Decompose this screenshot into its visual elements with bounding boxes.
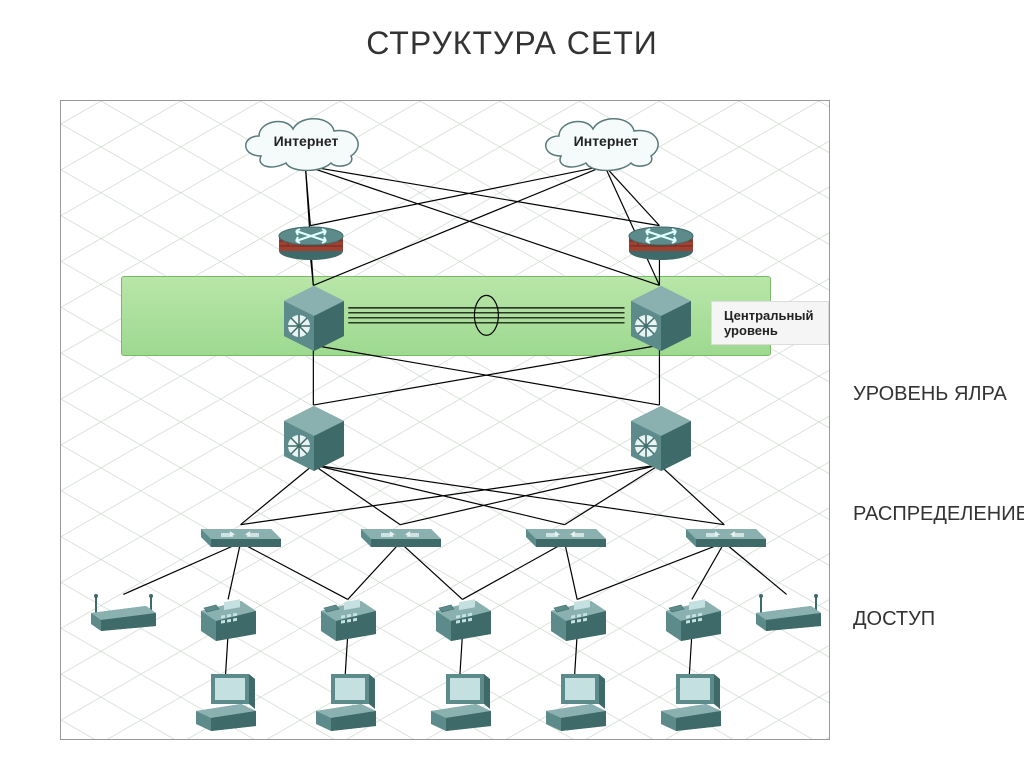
connection-lines: [61, 101, 829, 739]
accesspoint-icon: [751, 591, 826, 631]
l3switch-icon: [621, 281, 701, 351]
level-label-core: УРОВЕНЬ ЯЛРА: [845, 380, 1015, 409]
switch-icon: [521, 521, 611, 549]
computer-icon: [656, 671, 726, 731]
cloud-label-right: Интернет: [531, 133, 681, 149]
switch-icon: [681, 521, 771, 549]
l3switch-icon: [621, 401, 701, 471]
phone-icon: [546, 596, 611, 641]
computer-icon: [311, 671, 381, 731]
switch-icon: [356, 521, 446, 549]
cloud-label-left: Интернет: [231, 133, 381, 149]
computer-icon: [191, 671, 261, 731]
computer-icon: [426, 671, 496, 731]
network-diagram: Интернет Интернет Центральный уровень: [60, 100, 830, 740]
switch-icon: [196, 521, 286, 549]
l3switch-icon: [274, 281, 354, 351]
cloud-internet-left: Интернет: [231, 111, 381, 171]
page-title: СТРУКТУРА СЕТИ: [0, 25, 1024, 62]
l3switch-icon: [274, 401, 354, 471]
firewall-icon: [276, 221, 346, 261]
phone-icon: [316, 596, 381, 641]
accesspoint-icon: [86, 591, 161, 631]
computer-icon: [541, 671, 611, 731]
core-band-label: Центральный уровень: [711, 301, 829, 345]
level-label-access: ДОСТУП: [845, 605, 943, 634]
firewall-icon: [626, 221, 696, 261]
level-label-distribution: РАСПРЕДЕЛЕНИЕ: [845, 500, 1024, 529]
phone-icon: [196, 596, 261, 641]
cloud-internet-right: Интернет: [531, 111, 681, 171]
phone-icon: [431, 596, 496, 641]
phone-icon: [661, 596, 726, 641]
